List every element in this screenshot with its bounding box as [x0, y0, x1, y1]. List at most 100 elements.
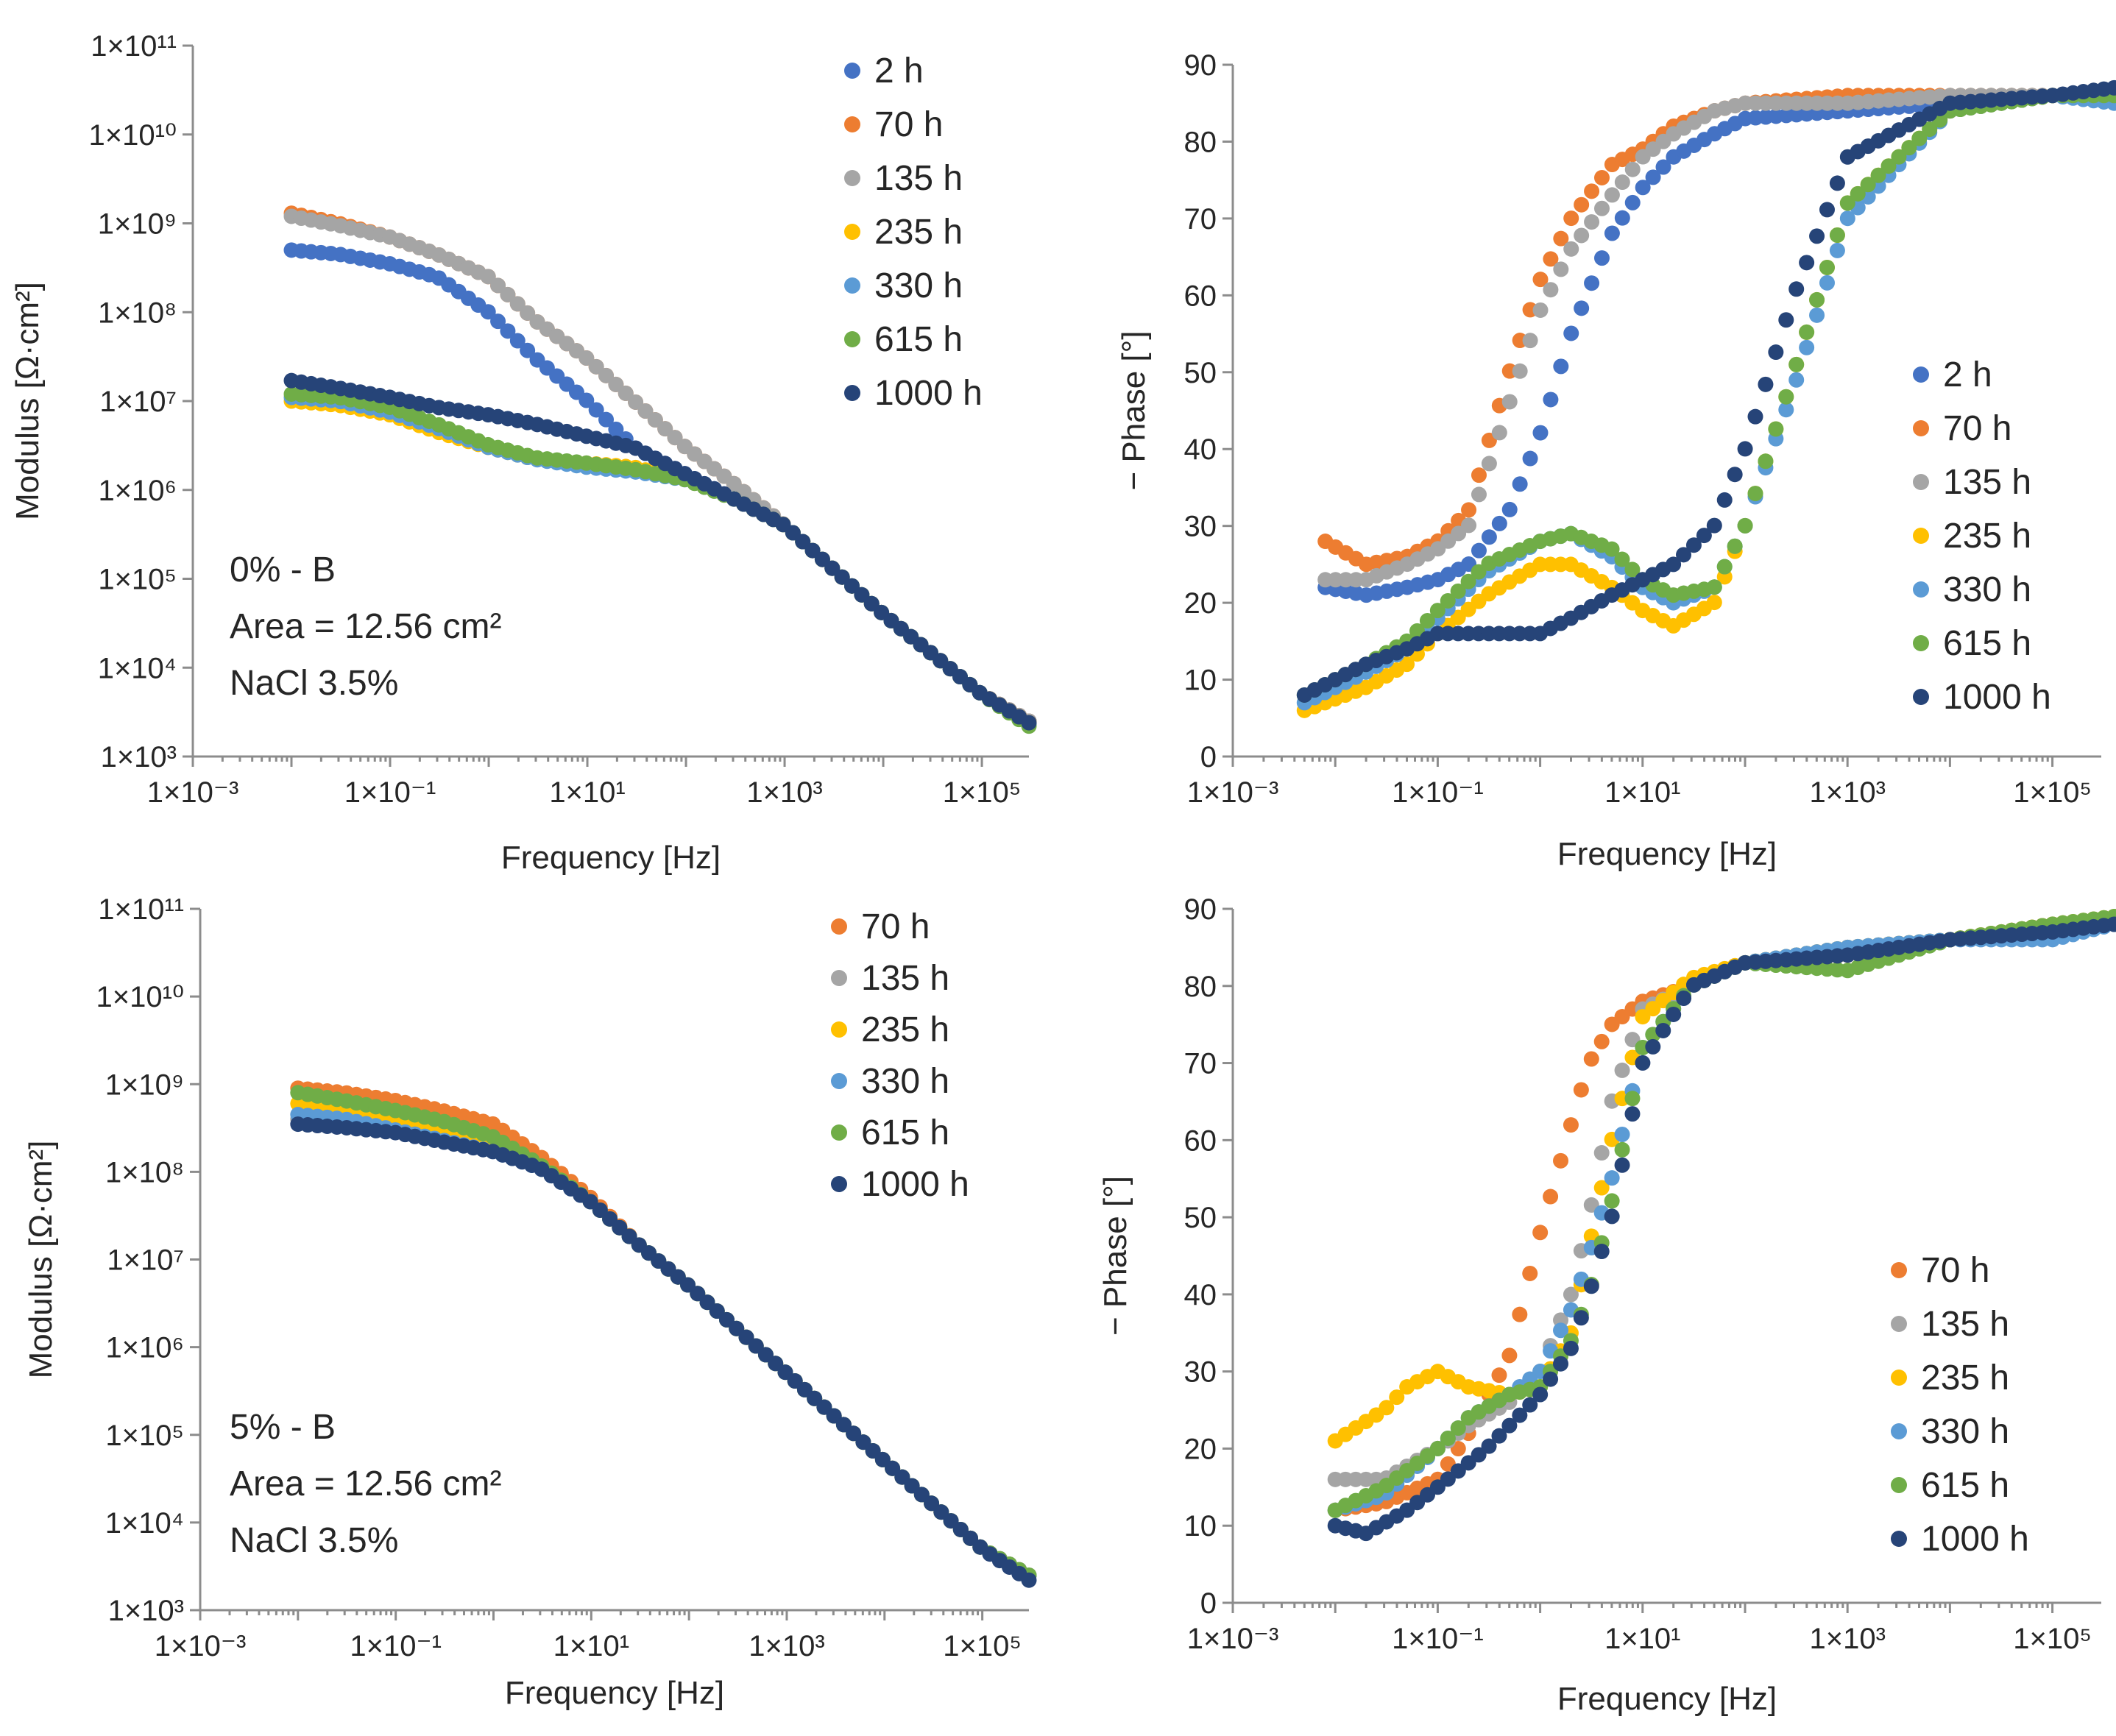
- y-axis-title: − Phase [°]: [1116, 331, 1152, 491]
- data-point: [1389, 1389, 1405, 1406]
- y-tick-label: 80: [1184, 971, 1217, 1003]
- legend-label: 1000 h: [861, 1165, 969, 1204]
- x-axis-title: Frequency [Hz]: [505, 1675, 724, 1711]
- y-tick-label: 1×10⁷: [107, 1244, 184, 1277]
- data-point: [834, 569, 850, 585]
- data-point: [1512, 476, 1528, 492]
- y-tick-label: 1×10⁹: [98, 208, 177, 241]
- y-axis-title: − Phase [°]: [1097, 1176, 1133, 1336]
- legend-label: 235 h: [1943, 517, 2031, 556]
- data-point: [1021, 1572, 1037, 1588]
- data-point: [1614, 1157, 1630, 1173]
- series-615h: [290, 1085, 1037, 1584]
- x-tick-label: 1×10³: [1809, 776, 1885, 809]
- data-point: [1614, 1141, 1630, 1158]
- data-point: [1604, 225, 1620, 241]
- annotation-line: Area = 12.56 cm²: [230, 1464, 502, 1503]
- legend-marker: [844, 277, 860, 294]
- y-tick-label: 0: [1200, 1587, 1217, 1620]
- data-point: [1860, 177, 1876, 193]
- y-tick-label: 20: [1184, 587, 1217, 620]
- legend-label: 235 h: [1921, 1358, 2009, 1397]
- legend-marker: [1913, 581, 1929, 598]
- legend-label: 135 h: [861, 959, 949, 998]
- data-point: [500, 286, 516, 302]
- legend-marker: [1913, 420, 1929, 436]
- data-point: [509, 296, 526, 312]
- x-tick-label: 1×10⁻³: [147, 776, 239, 809]
- legend-label: 70 h: [1921, 1251, 1989, 1290]
- data-point: [814, 551, 830, 567]
- data-point: [1676, 991, 1692, 1007]
- data-point: [647, 412, 663, 428]
- data-point: [1758, 376, 1774, 392]
- data-point: [1593, 200, 1610, 216]
- data-point: [1399, 656, 1415, 673]
- x-tick-label: 1×10⁵: [943, 776, 1022, 809]
- y-tick-label: 1×10¹⁰: [89, 119, 177, 152]
- data-point: [1512, 1306, 1528, 1322]
- data-point: [1491, 1428, 1507, 1444]
- y-tick-label: 1×10³: [108, 1595, 184, 1627]
- data-point: [1614, 1126, 1630, 1142]
- data-point: [1614, 551, 1630, 567]
- legend-marker: [831, 1021, 847, 1038]
- legend-marker: [844, 331, 860, 347]
- data-point: [1870, 167, 1886, 183]
- x-tick-label: 1×10³: [749, 1630, 824, 1662]
- legend-label: 135 h: [874, 159, 963, 198]
- data-point: [1666, 556, 1682, 573]
- data-point: [1522, 1397, 1538, 1413]
- y-tick-label: 1×10⁶: [98, 475, 177, 507]
- data-point: [1501, 394, 1518, 410]
- data-point: [1880, 158, 1897, 174]
- legend-label: 330 h: [1943, 570, 2031, 609]
- x-tick-label: 1×10³: [1809, 1623, 1885, 1655]
- data-point: [2106, 916, 2116, 932]
- phase-chart-0pct: 1×10⁻³ 1×10⁻¹ 1×10¹ 1×10³ 1×10⁵ 0 10 20 30 40 50 60…: [1116, 49, 2116, 872]
- y-tick-label: 0: [1200, 741, 1217, 773]
- y-tick-label: 1×10¹¹: [98, 893, 184, 926]
- data-point: [1655, 1022, 1671, 1038]
- data-point: [1624, 194, 1641, 210]
- data-point: [1593, 1145, 1610, 1161]
- legend-label: 615 h: [1943, 624, 2031, 663]
- data-point: [1481, 529, 1497, 545]
- x-tick-label: 1×10¹: [1604, 776, 1680, 809]
- data-point: [1614, 210, 1630, 226]
- data-point: [1635, 1055, 1651, 1071]
- series-135h: [1317, 88, 2116, 588]
- legend-marker: [1891, 1262, 1907, 1278]
- data-point: [578, 392, 595, 408]
- data-point: [1768, 421, 1784, 437]
- data-point: [795, 534, 811, 550]
- data-point: [1471, 1447, 1487, 1463]
- legend-label: 1000 h: [874, 374, 983, 413]
- data-point: [1604, 187, 1620, 203]
- series-1000h: [1327, 916, 2116, 1542]
- data-point: [1829, 175, 1845, 191]
- data-point: [1727, 538, 1743, 554]
- legend-label: 1000 h: [1921, 1520, 2029, 1559]
- legend-marker: [1913, 528, 1929, 544]
- data-point: [1584, 214, 1600, 230]
- data-point: [1706, 579, 1722, 595]
- legend-marker: [844, 385, 860, 401]
- data-point: [1799, 324, 1815, 340]
- data-point: [1532, 1386, 1549, 1403]
- data-point: [1563, 241, 1579, 257]
- legend-label: 615 h: [874, 320, 963, 359]
- data-point: [1676, 547, 1692, 563]
- data-point: [2106, 79, 2116, 96]
- annotation-line: 5% - B: [230, 1408, 336, 1447]
- y-tick-label: 90: [1184, 893, 1217, 926]
- data-point: [628, 394, 644, 410]
- data-point: [1922, 121, 1938, 138]
- data-point: [1419, 613, 1435, 629]
- x-tick-label: 1×10¹: [553, 1630, 629, 1662]
- annotation-line: NaCl 3.5%: [230, 1521, 398, 1560]
- legend-label: 70 h: [874, 105, 943, 144]
- y-tick-label: 1×10⁴: [98, 652, 177, 684]
- annotation-line: NaCl 3.5%: [230, 664, 398, 703]
